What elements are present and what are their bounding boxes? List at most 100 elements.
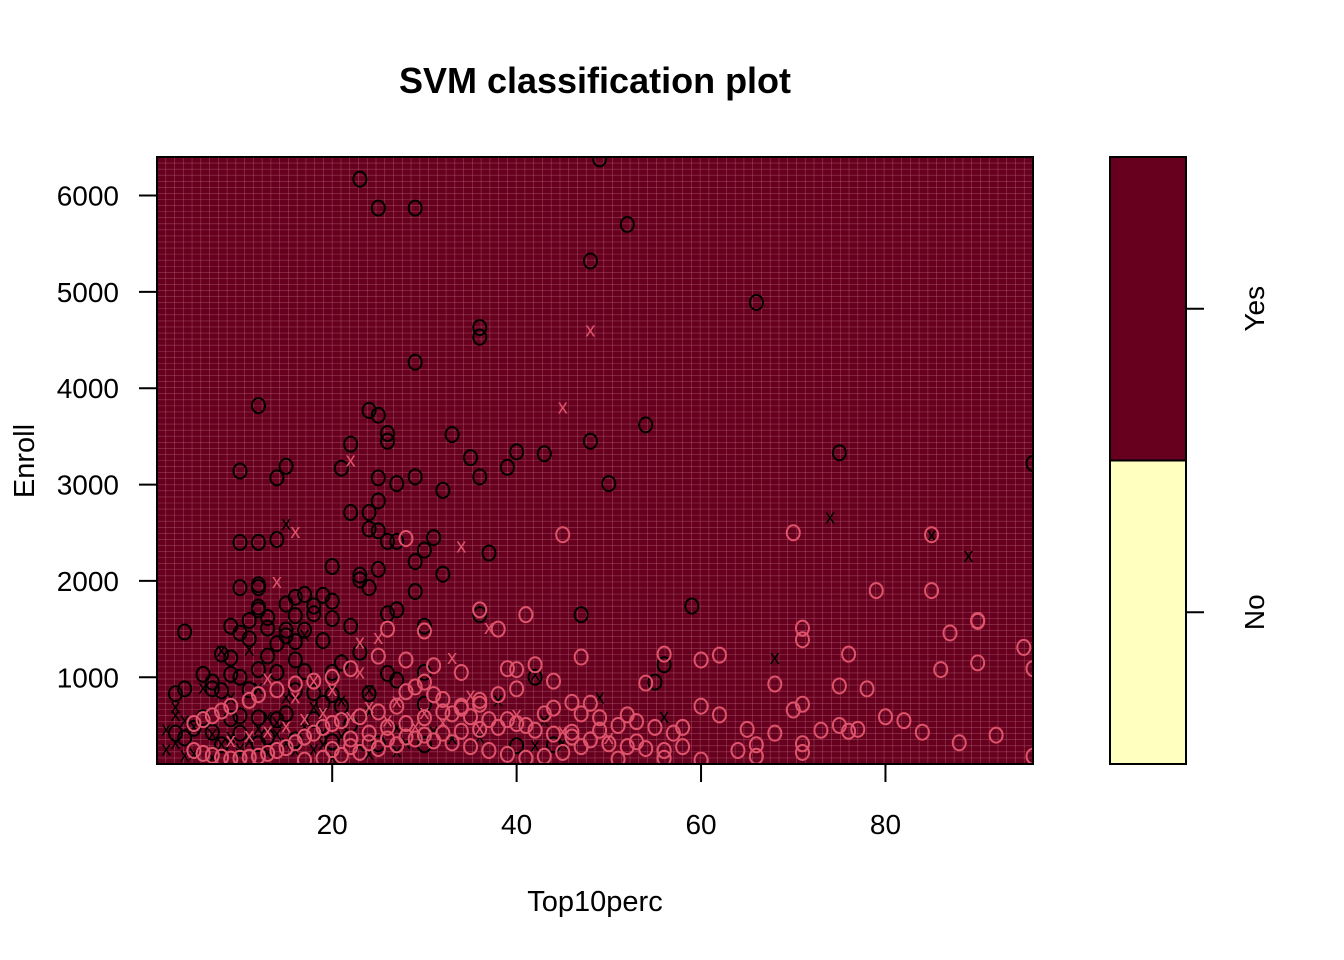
support-vector-point: x (309, 670, 319, 692)
data-point (416, 617, 432, 635)
data-point (306, 672, 322, 690)
data-point (352, 643, 368, 661)
data-point (204, 746, 220, 764)
legend-swatch-no (1109, 459, 1187, 765)
support-vector-point: x (170, 696, 180, 718)
support-vector-point: x (410, 715, 420, 737)
y-tick-label: 3000 (57, 470, 119, 501)
support-vector-point: x (235, 742, 245, 764)
data-point (527, 656, 543, 674)
support-vector-point: x (170, 732, 180, 754)
data-point (204, 680, 220, 698)
data-point (407, 730, 423, 748)
support-vector-point: x (466, 685, 476, 707)
data-point (748, 736, 764, 754)
data-point (767, 724, 783, 742)
data-point (352, 708, 368, 726)
data-point (490, 620, 506, 638)
data-point (361, 685, 377, 703)
data-point (435, 481, 451, 499)
data-point (232, 533, 248, 551)
data-point (877, 708, 893, 726)
data-point (167, 724, 183, 742)
support-vector-point: x (355, 632, 365, 654)
data-point (490, 718, 506, 736)
support-vector-point: x (253, 717, 263, 739)
x-tick-label: 40 (501, 809, 532, 840)
data-point (592, 157, 608, 168)
data-point (398, 683, 414, 701)
data-point (380, 620, 396, 638)
data-point (794, 619, 810, 637)
data-point (444, 734, 460, 752)
data-point (481, 544, 497, 562)
data-point (592, 721, 608, 739)
data-point (269, 681, 285, 699)
support-vector-point: x (825, 506, 835, 528)
data-point (573, 648, 589, 666)
y-axis: 1000 2000 3000 4000 5000 6000 (57, 181, 158, 693)
data-point (306, 597, 322, 615)
data-point (250, 397, 266, 415)
data-point (656, 645, 672, 663)
support-vector-point: x (281, 687, 291, 709)
data-point (250, 661, 266, 679)
data-point (380, 532, 396, 550)
data-point (767, 675, 783, 693)
support-vector-point: x (281, 715, 291, 737)
data-point (472, 468, 488, 486)
data-point (453, 663, 469, 681)
data-point (730, 742, 746, 760)
data-point (352, 566, 368, 584)
data-point (241, 611, 257, 629)
data-point (1025, 747, 1033, 764)
data-point (380, 432, 396, 450)
data-point (186, 719, 202, 737)
data-point (287, 633, 303, 651)
data-point (324, 686, 340, 704)
data-point (269, 663, 285, 681)
data-point (324, 715, 340, 733)
data-point (297, 621, 313, 639)
data-point (223, 649, 239, 667)
x-tick-label: 60 (685, 809, 716, 840)
data-point (416, 709, 432, 727)
data-point (638, 674, 654, 692)
data-point (260, 647, 276, 665)
y-tick-label: 1000 (57, 662, 119, 693)
support-vector-point: x (493, 689, 503, 711)
data-point (241, 630, 257, 648)
data-point (794, 743, 810, 761)
support-vector-point: x (290, 521, 300, 543)
support-vector-point: x (198, 677, 208, 699)
data-point (352, 170, 368, 188)
data-point (499, 458, 515, 476)
support-vector-point: x (364, 742, 374, 764)
data-point (601, 475, 617, 493)
data-point (841, 645, 857, 663)
data-point (352, 743, 368, 761)
support-vector-point: x (300, 715, 310, 737)
data-point (407, 583, 423, 601)
data-point (426, 732, 442, 750)
data-point (647, 673, 663, 691)
data-point (499, 660, 515, 678)
data-point (693, 651, 709, 669)
data-point (333, 712, 349, 730)
data-point (426, 686, 442, 704)
data-point (472, 319, 488, 337)
data-point (361, 579, 377, 597)
data-point (269, 742, 285, 760)
data-point (564, 693, 580, 711)
data-point (241, 748, 257, 764)
support-vector-point: x (170, 704, 180, 726)
support-vector-point: x (263, 720, 273, 742)
x-tick-label: 20 (317, 809, 348, 840)
data-point (924, 582, 940, 600)
data-point (250, 735, 266, 753)
support-vector-point: x (484, 617, 494, 639)
data-point (204, 723, 220, 741)
data-point (924, 526, 940, 544)
data-point (555, 743, 571, 761)
data-point (324, 557, 340, 575)
